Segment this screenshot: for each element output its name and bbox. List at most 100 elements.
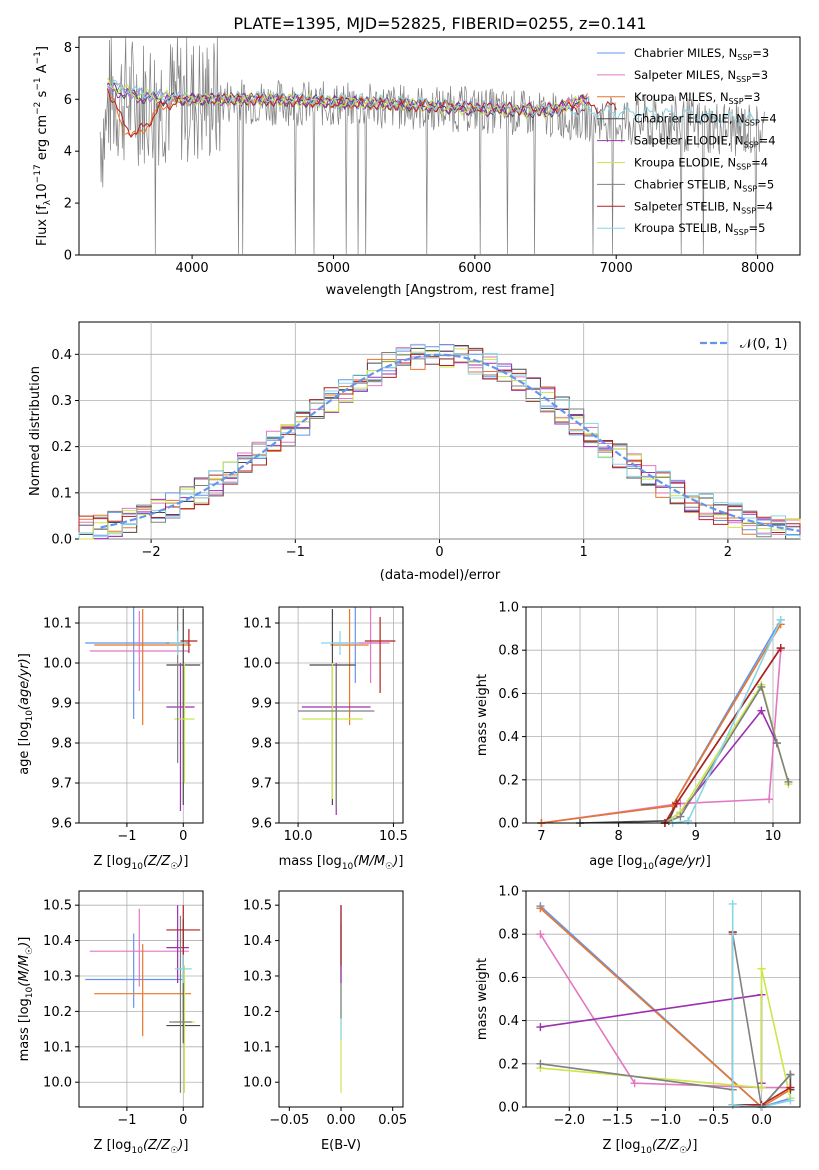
weight-marker (536, 904, 545, 913)
figure-title: PLATE=1395, MJD=52825, FIBERID=0255, z=0… (233, 14, 646, 33)
weight-marker (772, 739, 781, 748)
legend-label: Chabrier STELIB, NSSP=5 (634, 177, 774, 193)
p6-ylabel: mass [log10(M/M☉)] (17, 937, 35, 1062)
xtick-label: 10 (765, 829, 782, 844)
ytick-label: 10.0 (243, 657, 272, 672)
legend-label: Kroupa MILES, NSSP=3 (634, 90, 760, 106)
weight-marker (765, 795, 774, 804)
axes-frame (525, 890, 801, 1108)
xtick-label: −1 (117, 1113, 136, 1128)
p7-xlabel: E(B-V) (321, 1138, 361, 1153)
xtick-label: −0.5 (698, 1113, 730, 1128)
spectrum-xtick-label: 7000 (600, 261, 633, 276)
p3-xlabel: Z [log10(Z/Z☉)] (94, 854, 189, 872)
spectrum-series (99, 37, 765, 255)
residual-ytick-label: 0.0 (51, 533, 72, 548)
spectrum-ticks: 4000 5000 6000 7000 8000 0 2 4 6 8 (64, 41, 774, 276)
ytick-label: 10.0 (43, 1076, 72, 1091)
ytick-label: 0.0 (498, 817, 519, 832)
xtick-label: −1 (117, 829, 136, 844)
spectrum-model-line (106, 88, 617, 139)
spectrum-xtick-label: 4000 (176, 261, 209, 276)
ytick-label: 9.6 (251, 817, 272, 832)
xtick-label: 0.00 (327, 1113, 356, 1128)
spectrum-xlabel: wavelength [Angstrom, rest frame] (326, 283, 555, 298)
weight-marker (672, 799, 681, 808)
residual-ytick-label: 0.3 (51, 394, 72, 409)
spectrum-ytick-label: 0 (64, 249, 72, 264)
ytick-label: 10.1 (43, 1040, 72, 1055)
xtick-label: −1.0 (650, 1113, 682, 1128)
ytick-label: 10.4 (243, 934, 272, 949)
ytick-label: 0.4 (498, 1014, 519, 1029)
ytick-label: 0.6 (498, 687, 519, 702)
residual-xtick-label: −2 (142, 545, 161, 560)
weight-marker (684, 816, 693, 825)
weight-marker (728, 1100, 737, 1109)
xtick-label: 9 (692, 829, 700, 844)
ytick-label: 0.8 (498, 928, 519, 943)
weight-marker (784, 777, 793, 786)
ytick-label: 9.7 (251, 777, 272, 792)
weight-line (731, 904, 791, 1108)
residual-xtick-label: −1 (286, 545, 305, 560)
ytick-label: 9.9 (51, 697, 72, 712)
weight-marker (630, 1079, 639, 1088)
ytick-label: 0.8 (498, 644, 519, 659)
xtick-label: −0.05 (269, 1113, 309, 1128)
p8-xlabel: Z [log10(Z/Z☉)] (603, 1138, 698, 1156)
ytick-label: 10.0 (243, 1076, 272, 1091)
p6-xlabel: Z [log10(Z/Z☉)] (94, 1138, 189, 1156)
spectrum-xtick-label: 8000 (741, 261, 774, 276)
spectrum-ytick-label: 4 (64, 145, 72, 160)
residual-ylabel: Normed distribution (28, 366, 43, 496)
ytick-label: 10.0 (43, 657, 72, 672)
residual-xlabel: (data-model)/error (380, 568, 501, 583)
spectrum-model-line (106, 77, 588, 120)
legend-label: Kroupa STELIB, NSSP=5 (634, 221, 765, 237)
p8-ylabel: mass weight (475, 958, 490, 1040)
xtick-label: −2.0 (553, 1113, 585, 1128)
spectrum-ytick-label: 8 (64, 41, 72, 56)
ytick-label: 10.1 (243, 617, 272, 632)
age-vs-metallicity-panel: −1 0 9.6 9.7 9.8 9.9 10.0 10.1 (43, 606, 204, 844)
residual-ytick-label: 0.1 (51, 486, 72, 501)
spectrum-ytick-label: 6 (64, 93, 72, 108)
ytick-label: 10.5 (43, 899, 72, 914)
axes-frame (78, 606, 204, 824)
legend-label: Kroupa ELODIE, NSSP=4 (634, 156, 768, 172)
residual-histogram (78, 349, 801, 539)
spectrum-data-trace (99, 37, 765, 255)
weight-marker (786, 1083, 795, 1092)
residual-histogram (78, 343, 801, 539)
weight-marker (676, 812, 685, 821)
spectrum-panel: 4000 5000 6000 7000 8000 0 2 4 6 8 Chabrier MILES… (33, 36, 801, 298)
legend-label: Salpeter MILES, NSSP=3 (634, 68, 768, 84)
legend-label: 𝒩(0, 1) (740, 337, 787, 352)
p3-ylabel: age [log10(age/yr)] (17, 653, 35, 775)
legend-label: Salpeter ELODIE, NSSP=4 (634, 134, 776, 150)
spectrum-ytick-label: 2 (64, 197, 72, 212)
spectrum-xtick-label: 5000 (317, 261, 350, 276)
weight-vs-age-panel: 7 8 9 10 0.0 0.2 0.4 0.6 0.8 1.0 (498, 601, 801, 844)
mass-vs-metallicity-panel: −1 0 10.0 10.1 10.2 10.3 10.4 10.5 (43, 890, 204, 1128)
ytick-label: 0.0 (498, 1101, 519, 1116)
weight-marker (776, 615, 785, 624)
ytick-label: 9.8 (251, 737, 272, 752)
weight-marker (757, 682, 766, 691)
spectrum-model-line (107, 82, 588, 119)
residual-xtick-label: 0 (435, 545, 443, 560)
weight-vs-metallicity-panel: −2.0 −1.5 −1.0 −0.5 0.0 0.0 0.2 0.4 0.6 0.8 1.0 (498, 885, 801, 1128)
ytick-label: 10.1 (43, 617, 72, 632)
ytick-label: 9.7 (51, 777, 72, 792)
ytick-label: 10.1 (243, 1040, 272, 1055)
axes-frame (525, 606, 801, 824)
ytick-label: 10.3 (43, 969, 72, 984)
residual-legend: 𝒩(0, 1) (700, 337, 787, 352)
spectrum-legend: Chabrier MILES, NSSP=3 Salpeter MILES, NS… (597, 46, 777, 237)
ytick-label: 0.6 (498, 971, 519, 986)
ytick-label: 10.3 (243, 969, 272, 984)
p4-xlabel: mass [log10(M/M☉)] (279, 854, 404, 872)
ytick-label: 9.9 (251, 697, 272, 712)
